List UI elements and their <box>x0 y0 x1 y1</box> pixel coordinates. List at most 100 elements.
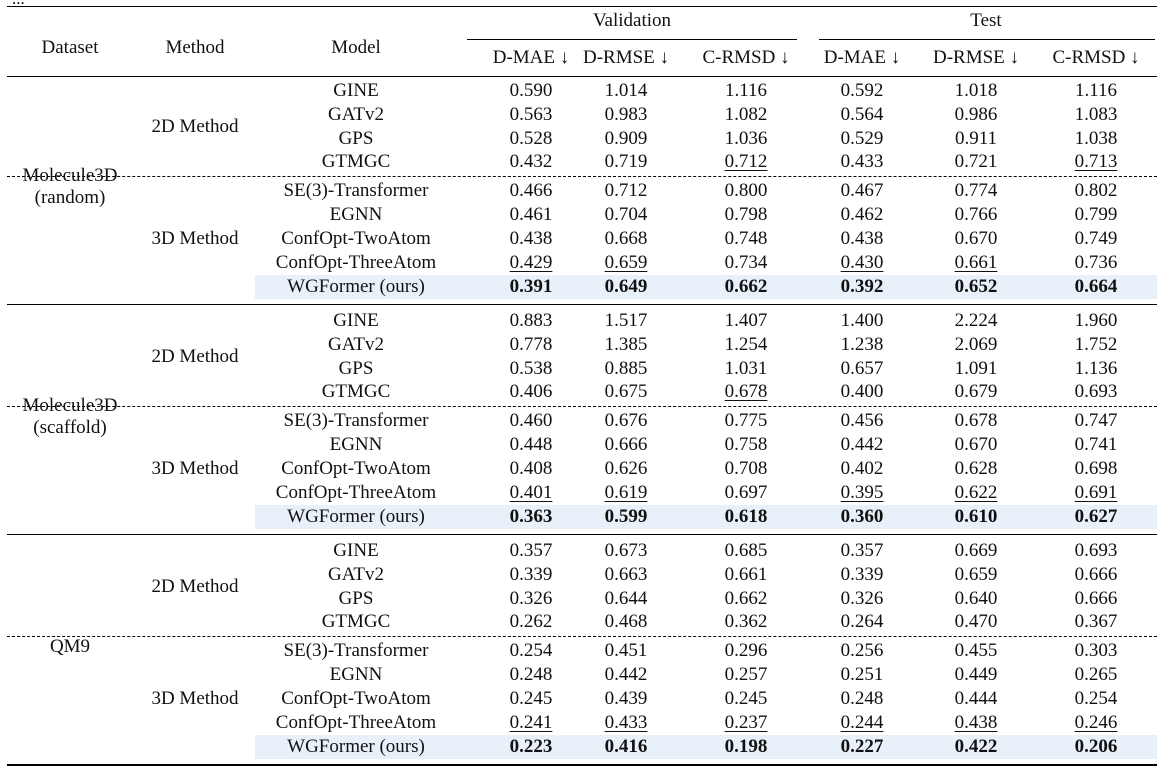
bottom-rule <box>7 764 1157 766</box>
metric-value: 0.663 <box>604 564 648 585</box>
metric-value: 0.262 <box>509 611 553 632</box>
dataset-label: (scaffold) <box>33 417 107 438</box>
metric-value: 0.640 <box>954 588 998 609</box>
metric-value: 0.245 <box>509 688 553 709</box>
model-name: GATv2 <box>328 334 384 355</box>
model-name: SE(3)-Transformer <box>283 410 429 431</box>
metric-value: 0.451 <box>604 640 648 661</box>
metric-value: 0.362 <box>724 611 768 632</box>
metric-value: 1.517 <box>604 310 648 331</box>
metric-value: 0.778 <box>509 334 553 355</box>
metric-value: 0.198 <box>724 736 768 757</box>
metric-value: 0.883 <box>509 310 553 331</box>
model-name: ConfOpt-ThreeAtom <box>275 712 437 733</box>
metric-value: 0.670 <box>954 228 998 249</box>
metric-value: 1.752 <box>1074 334 1118 355</box>
metric-value: 0.470 <box>954 611 998 632</box>
metric-value: 0.406 <box>509 381 553 402</box>
metric-value: 0.206 <box>1074 736 1118 757</box>
metric-value: 0.401 <box>509 482 553 503</box>
metric-value: 1.385 <box>604 334 648 355</box>
dataset-label: Molecule3D <box>22 165 118 186</box>
metric-value: 0.408 <box>509 458 553 479</box>
metric-value: 0.439 <box>604 688 648 709</box>
model-name: SE(3)-Transformer <box>283 180 429 201</box>
method-label: 3D Method <box>151 228 239 249</box>
metric-value: 0.799 <box>1074 204 1118 225</box>
metric-value: 0.257 <box>724 664 768 685</box>
metric-value: 0.802 <box>1074 180 1118 201</box>
ours-row-highlight <box>255 505 1157 529</box>
metric-value: 0.649 <box>604 276 648 297</box>
metric-value: 0.357 <box>840 540 884 561</box>
model-name: GPS <box>338 128 374 149</box>
metric-value: 0.721 <box>954 151 998 172</box>
model-name: GPS <box>338 588 374 609</box>
model-name: GTMGC <box>321 381 391 402</box>
metric-value: 0.719 <box>604 151 648 172</box>
model-name: GINE <box>333 310 379 331</box>
header-metric: D-RMSE ↓ <box>932 47 1020 68</box>
model-name: EGNN <box>329 664 383 685</box>
group-separator-dashed <box>7 636 1157 637</box>
metric-value: 1.038 <box>1074 128 1118 149</box>
metric-value: 0.748 <box>724 228 768 249</box>
metric-value: 0.644 <box>604 588 648 609</box>
metric-value: 1.116 <box>724 80 768 101</box>
metric-value: 1.238 <box>840 334 884 355</box>
metric-value: 0.713 <box>1074 151 1118 172</box>
header-test: Test <box>970 10 1002 31</box>
metric-value: 0.734 <box>724 252 768 273</box>
metric-value: 0.619 <box>604 482 648 503</box>
header-rule <box>7 76 1157 77</box>
metric-value: 0.254 <box>509 640 553 661</box>
metric-value: 0.599 <box>604 506 648 527</box>
metric-value: 0.326 <box>509 588 553 609</box>
metric-value: 0.303 <box>1074 640 1118 661</box>
metric-value: 0.400 <box>840 381 884 402</box>
metric-value: 0.626 <box>604 458 648 479</box>
metric-value: 0.627 <box>1074 506 1118 527</box>
header-metric: D-MAE ↓ <box>823 47 901 68</box>
metric-value: 0.254 <box>1074 688 1118 709</box>
metric-value: 0.444 <box>954 688 998 709</box>
metric-value: 0.610 <box>954 506 998 527</box>
ours-row-highlight <box>255 735 1157 759</box>
metric-value: 0.662 <box>724 276 768 297</box>
metric-value: 0.774 <box>954 180 998 201</box>
metric-value: 0.679 <box>954 381 998 402</box>
header-metric: C-RMSD ↓ <box>1052 47 1140 68</box>
model-name: SE(3)-Transformer <box>283 640 429 661</box>
metric-value: 0.466 <box>509 180 553 201</box>
metric-value: 0.693 <box>1074 381 1118 402</box>
metric-value: 0.698 <box>1074 458 1118 479</box>
model-name: GTMGC <box>321 151 391 172</box>
metric-value: 0.741 <box>1074 434 1118 455</box>
metric-value: 0.265 <box>1074 664 1118 685</box>
metric-value: 0.693 <box>1074 540 1118 561</box>
metric-value: 0.367 <box>1074 611 1118 632</box>
ours-row-highlight <box>255 275 1157 299</box>
metric-value: 0.678 <box>954 410 998 431</box>
metric-value: 0.432 <box>509 151 553 172</box>
model-name: ConfOpt-TwoAtom <box>281 228 431 249</box>
metric-value: 0.668 <box>604 228 648 249</box>
header-method: Method <box>165 37 225 58</box>
metric-value: 0.758 <box>724 434 768 455</box>
metric-value: 0.461 <box>509 204 553 225</box>
metric-value: 0.241 <box>509 712 553 733</box>
metric-value: 0.363 <box>509 506 553 527</box>
model-name: GINE <box>333 540 379 561</box>
metric-value: 1.036 <box>724 128 768 149</box>
metric-value: 0.885 <box>604 358 648 379</box>
metric-value: 0.664 <box>1074 276 1118 297</box>
metric-value: 0.433 <box>840 151 884 172</box>
header-validation: Validation <box>592 10 672 31</box>
metric-value: 0.430 <box>840 252 884 273</box>
dataset-label: (random) <box>34 187 106 208</box>
metric-value: 0.227 <box>840 736 884 757</box>
metric-value: 0.749 <box>1074 228 1118 249</box>
metric-value: 1.018 <box>954 80 998 101</box>
metric-value: 0.438 <box>509 228 553 249</box>
metric-value: 0.442 <box>604 664 648 685</box>
